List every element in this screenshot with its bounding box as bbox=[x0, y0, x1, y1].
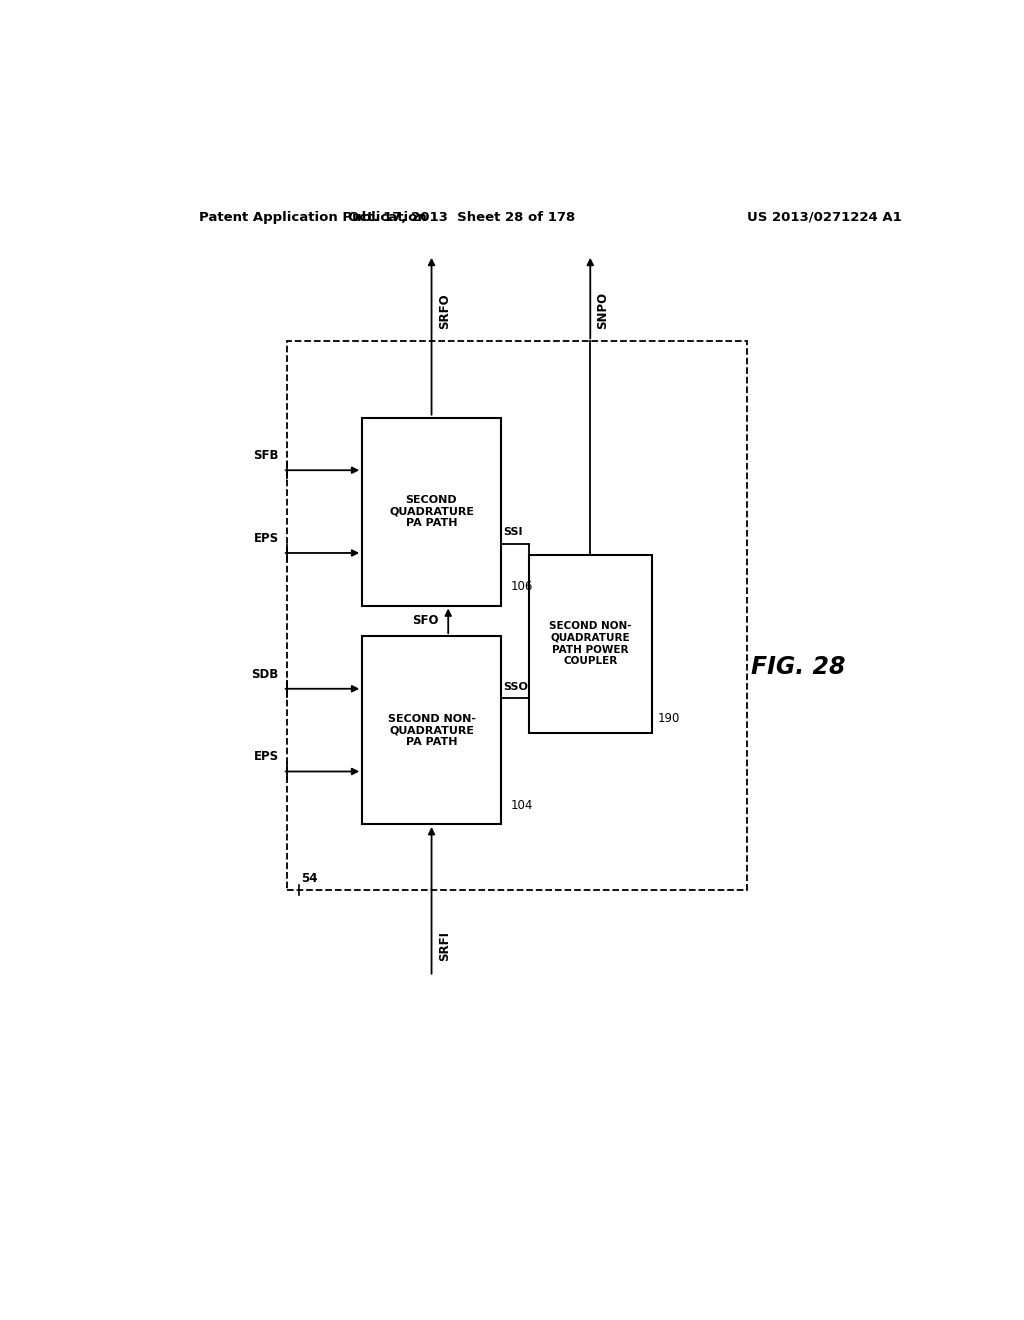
Text: US 2013/0271224 A1: US 2013/0271224 A1 bbox=[748, 211, 902, 224]
Text: SFB: SFB bbox=[253, 449, 279, 462]
Bar bbox=[528, 554, 652, 733]
Text: EPS: EPS bbox=[254, 750, 279, 763]
Bar bbox=[362, 417, 501, 606]
Text: SNPO: SNPO bbox=[597, 292, 609, 330]
Text: SECOND NON-
QUADRATURE
PATH POWER
COUPLER: SECOND NON- QUADRATURE PATH POWER COUPLE… bbox=[549, 622, 632, 667]
Text: SSO: SSO bbox=[504, 682, 528, 692]
Text: Oct. 17, 2013  Sheet 28 of 178: Oct. 17, 2013 Sheet 28 of 178 bbox=[348, 211, 574, 224]
Bar bbox=[287, 342, 748, 890]
Bar bbox=[362, 636, 501, 824]
Text: Patent Application Publication: Patent Application Publication bbox=[200, 211, 427, 224]
Text: SSI: SSI bbox=[504, 528, 523, 537]
Text: SECOND
QUADRATURE
PA PATH: SECOND QUADRATURE PA PATH bbox=[389, 495, 474, 528]
Text: SDB: SDB bbox=[252, 668, 279, 681]
Text: SRFO: SRFO bbox=[438, 293, 451, 329]
Text: SRFI: SRFI bbox=[438, 931, 451, 961]
Text: FIG. 28: FIG. 28 bbox=[752, 655, 846, 678]
Text: 190: 190 bbox=[658, 711, 681, 725]
Text: 54: 54 bbox=[301, 873, 317, 886]
Text: EPS: EPS bbox=[254, 532, 279, 545]
Text: SFO: SFO bbox=[413, 614, 438, 627]
Text: 104: 104 bbox=[511, 799, 532, 812]
Text: SECOND NON-
QUADRATURE
PA PATH: SECOND NON- QUADRATURE PA PATH bbox=[387, 714, 475, 747]
Text: 106: 106 bbox=[511, 581, 532, 594]
